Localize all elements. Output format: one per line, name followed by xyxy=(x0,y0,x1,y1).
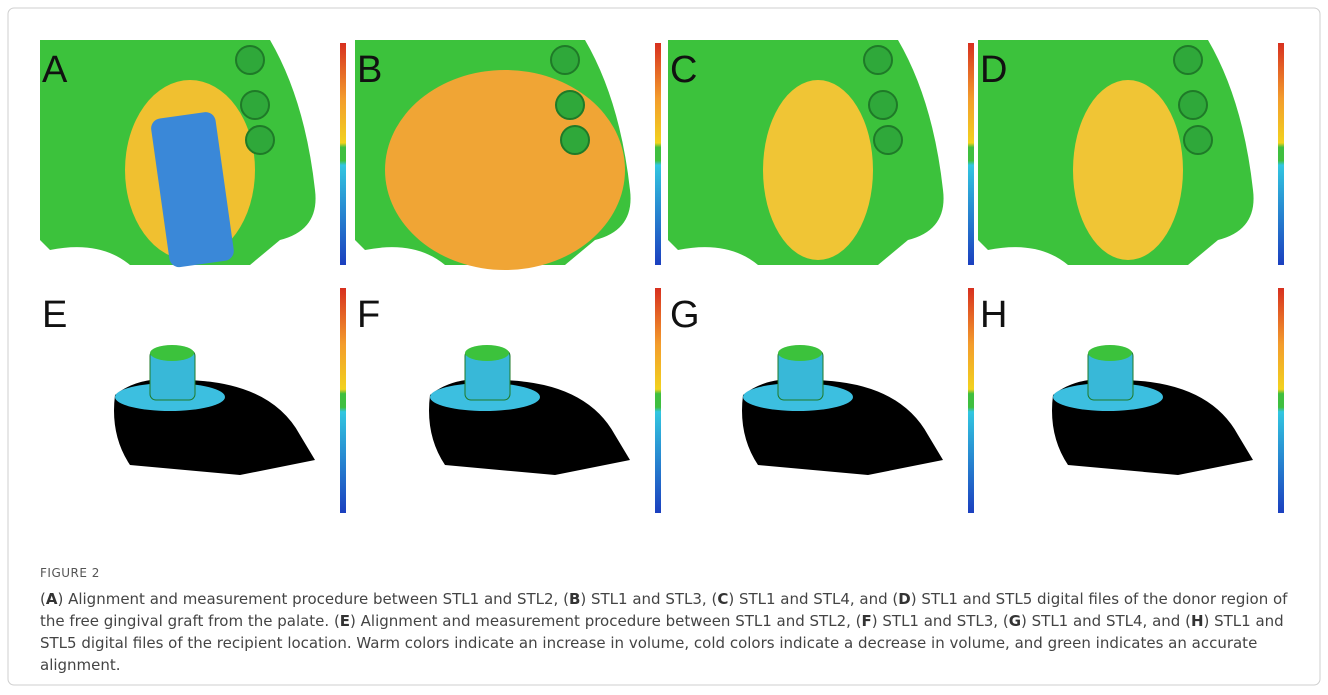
panel: A xyxy=(40,40,346,268)
panel: G xyxy=(670,288,974,513)
tooth xyxy=(245,125,275,155)
tooth xyxy=(863,45,893,75)
caption-text: ) STL1 and STL4, and ( xyxy=(1021,612,1191,630)
tooth xyxy=(240,90,270,120)
tooth xyxy=(873,125,903,155)
color-scale xyxy=(1278,43,1284,265)
color-scale xyxy=(655,288,661,513)
panel: D xyxy=(978,40,1284,265)
caption-text: ) STL1 and STL5 digital files of the don… xyxy=(40,590,1288,630)
tooth xyxy=(1178,90,1208,120)
caption-text: ) STL1 and STL5 digital files of the rec… xyxy=(40,612,1284,674)
abutment-top xyxy=(465,345,509,361)
color-scale xyxy=(968,43,974,265)
panel-label: E xyxy=(42,294,67,336)
color-scale xyxy=(340,288,346,513)
tooth xyxy=(868,90,898,120)
abutment-top xyxy=(150,345,194,361)
color-scale xyxy=(1278,288,1284,513)
caption-panel-ref: C xyxy=(717,590,729,608)
deviation-region xyxy=(151,112,234,268)
panel: B xyxy=(355,40,661,270)
figure-label: FIGURE 2 xyxy=(40,566,100,580)
panel: F xyxy=(357,288,661,513)
color-scale xyxy=(655,43,661,265)
tooth xyxy=(1173,45,1203,75)
deviation-region xyxy=(763,80,873,260)
deviation-region xyxy=(385,70,625,270)
caption-panel-ref: D xyxy=(898,590,911,608)
panel-label: B xyxy=(357,49,382,91)
caption-panel-ref: A xyxy=(45,590,58,608)
figure-border xyxy=(7,7,1321,686)
caption-panel-ref: H xyxy=(1190,612,1204,630)
caption-panel-ref: E xyxy=(339,612,351,630)
panel: C xyxy=(668,40,974,265)
tooth xyxy=(555,90,585,120)
caption-text: ) Alignment and measurement procedure be… xyxy=(350,612,862,630)
deviation-region xyxy=(1073,80,1183,260)
tooth xyxy=(235,45,265,75)
caption-text: ) Alignment and measurement procedure be… xyxy=(57,590,569,608)
panel-label: C xyxy=(670,49,697,91)
caption-text: ) STL1 and STL3, ( xyxy=(580,590,718,608)
caption-panel-ref: G xyxy=(1008,612,1022,630)
caption: (A) Alignment and measurement procedure … xyxy=(40,588,1295,676)
panel-label: G xyxy=(670,294,700,336)
panel: E xyxy=(42,288,346,513)
caption-panel-ref: F xyxy=(861,612,872,630)
color-scale xyxy=(968,288,974,513)
tooth xyxy=(1183,125,1213,155)
abutment-top xyxy=(778,345,822,361)
abutment-top xyxy=(1088,345,1132,361)
panel-label: A xyxy=(42,49,68,91)
tooth xyxy=(550,45,580,75)
tooth xyxy=(560,125,590,155)
panel: H xyxy=(980,288,1284,513)
color-scale xyxy=(340,43,346,265)
caption-text: ) STL1 and STL3, ( xyxy=(871,612,1009,630)
panel-label: H xyxy=(980,294,1007,336)
panel-label: D xyxy=(980,49,1007,91)
panel-label: F xyxy=(357,294,380,336)
caption-panel-ref: B xyxy=(568,590,581,608)
caption-text: ) STL1 and STL4, and ( xyxy=(728,590,899,608)
panels: A B C D E F G H xyxy=(40,40,1284,513)
caption-text: ( xyxy=(40,590,46,608)
